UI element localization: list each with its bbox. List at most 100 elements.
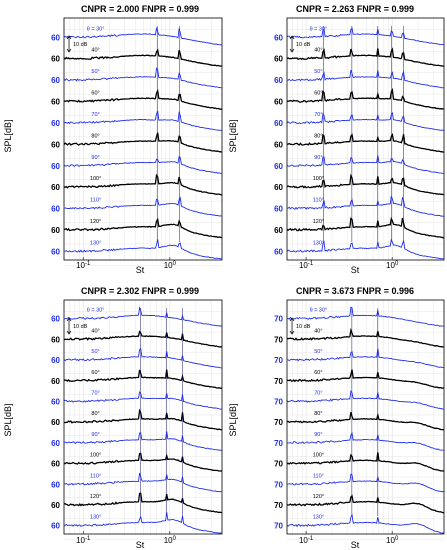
panel-1-xlabel: St: [136, 265, 145, 275]
panel-1-plot: 10-1 100 θ = 30° 60 40° 60 50° 60 60° 60 70° 60 80° 6…: [51, 17, 223, 270]
angle-label: 90°: [314, 155, 322, 161]
spectrum-line-8: [287, 452, 444, 472]
y-tick-label: 60: [51, 439, 60, 448]
panel-4-spectra: [287, 306, 444, 534]
y-tick-label: 60: [274, 55, 283, 64]
spectrum-line-11: [287, 237, 444, 260]
y-tick-label: 60: [51, 140, 60, 149]
y-tick-label: 70: [274, 397, 283, 406]
x-tick-label: 10-1: [76, 536, 91, 545]
panel-2-xlabel: St: [351, 265, 360, 275]
y-tick-label: 70: [274, 522, 283, 531]
y-tick-label: 70: [274, 480, 283, 489]
angle-label: 120°: [313, 494, 324, 500]
spectrum-line-7: [64, 155, 222, 175]
spectrum-line-6: [64, 132, 222, 153]
angle-label: 100°: [90, 453, 101, 459]
y-tick-label: 70: [274, 418, 283, 427]
spectrum-line-5: [287, 389, 444, 410]
scale-bar-label: 10 dB: [296, 324, 311, 330]
angle-label: 60°: [91, 91, 99, 97]
y-tick-label: 60: [274, 205, 283, 214]
angle-label: θ = 30°: [310, 308, 328, 314]
y-tick-label: 60: [51, 183, 60, 192]
spectrum-line-6: [64, 408, 222, 431]
spectrum-line-6: [287, 412, 444, 431]
angle-label: 40°: [91, 328, 99, 334]
y-tick-label: 70: [274, 335, 283, 344]
y-tick-label: 70: [274, 501, 283, 510]
y-tick-label: 60: [274, 98, 283, 107]
spectrum-line-11: [64, 239, 222, 260]
angle-label: 110°: [90, 473, 101, 479]
angle-label: 110°: [90, 198, 101, 204]
angle-label: 80°: [314, 411, 322, 417]
panel-1-title: CNPR = 2.000 FNPR = 0.999: [81, 4, 199, 14]
x-tick-label: 100: [386, 536, 399, 545]
angle-label: 70°: [91, 112, 99, 118]
y-tick-label: 70: [274, 439, 283, 448]
angle-label: 130°: [90, 515, 101, 521]
angle-label: 100°: [90, 176, 101, 182]
y-tick-label: 60: [51, 460, 60, 469]
angle-label: 100°: [313, 453, 324, 459]
scale-bar-arrow-up: [66, 35, 72, 40]
panel-1-frame: [63, 17, 223, 261]
spectrum-line-4: [64, 88, 222, 110]
scale-bar: 10 dB: [289, 317, 311, 335]
angle-label: 120°: [90, 494, 101, 500]
y-tick-label: 60: [51, 480, 60, 489]
angle-label: 40°: [314, 48, 322, 54]
scale-bar-arrow-up: [289, 35, 295, 40]
angle-label: 130°: [313, 240, 324, 246]
angle-label: 70°: [91, 390, 99, 396]
spectrum-line-6: [287, 132, 444, 153]
scale-bar-label: 10 dB: [73, 324, 88, 330]
scale-bar-arrow-up: [289, 317, 295, 322]
x-tick-label: 100: [386, 261, 399, 270]
y-tick-label: 70: [274, 377, 283, 386]
spectrum-line-5: [287, 111, 444, 132]
panel-4-frame: [286, 299, 445, 535]
angle-label: θ = 30°: [87, 308, 105, 314]
angle-label: 110°: [313, 473, 324, 479]
scale-bar-arrow-down: [66, 48, 72, 53]
panel-3-title: CNPR = 2.302 FNPR = 0.999: [81, 286, 199, 296]
spectrum-line-1: [287, 306, 444, 327]
spectrum-line-8: [64, 452, 222, 472]
y-tick-label: 60: [51, 247, 60, 256]
panel-2: CNPR = 2.263 FNPR = 0.999 SPL[dB] St 10-…: [228, 4, 445, 275]
panel-3-frame: [63, 299, 223, 535]
scale-bar-label: 10 dB: [73, 42, 88, 48]
angle-label: 120°: [313, 219, 324, 225]
spectrum-line-11: [64, 512, 222, 534]
panel-4-tones: [351, 308, 379, 516]
panel-4: CNPR = 3.673 FNPR = 0.996 SPL[dB] St 10-…: [228, 286, 445, 550]
spectrum-line-10: [287, 494, 444, 514]
angle-label: 130°: [313, 515, 324, 521]
angle-label: 120°: [90, 219, 101, 225]
angle-label: 60°: [314, 91, 322, 97]
y-tick-label: 60: [51, 226, 60, 235]
spectrum-line-3: [287, 348, 444, 369]
y-tick-label: 60: [274, 76, 283, 85]
scale-bar: 10 dB: [289, 35, 311, 53]
scale-bar-label: 10 dB: [296, 42, 311, 48]
spectrum-line-11: [287, 513, 444, 534]
angle-label: 60°: [314, 370, 322, 376]
angle-label: 70°: [314, 112, 322, 118]
y-tick-label: 60: [51, 98, 60, 107]
y-tick-label: 60: [51, 162, 60, 171]
y-tick-label: 60: [274, 33, 283, 42]
angle-label: 80°: [91, 411, 99, 417]
panel-4-plot: 10-1 100 θ = 30° 70 40° 70 50° 70 60° 70 70° 70 80° 7…: [274, 299, 445, 545]
angle-label: 40°: [314, 328, 322, 334]
panel-1: CNPR = 2.000 FNPR = 0.999 SPL[dB] St 10-…: [3, 4, 223, 275]
x-tick-label: 100: [164, 261, 177, 270]
scale-bar-arrow-down: [289, 330, 295, 335]
spectrum-line-9: [287, 473, 444, 493]
panel-2-frame: [286, 17, 445, 261]
angle-label: 50°: [91, 349, 99, 355]
angle-label: 80°: [314, 133, 322, 139]
panel-2-plot: 10-1 100 θ = 30° 60 40° 60 50° 60 60° 60 70° 60 80° 6…: [274, 17, 445, 270]
